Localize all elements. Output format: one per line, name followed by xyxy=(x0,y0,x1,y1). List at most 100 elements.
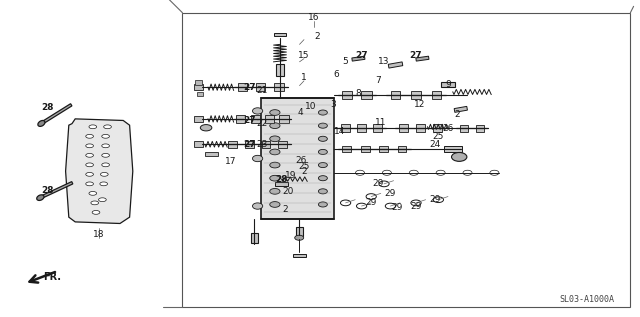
Ellipse shape xyxy=(102,163,109,167)
Bar xyxy=(262,141,270,148)
Text: 20: 20 xyxy=(282,187,294,196)
Text: 2: 2 xyxy=(455,110,460,119)
Ellipse shape xyxy=(38,120,45,126)
Bar xyxy=(275,83,284,91)
Ellipse shape xyxy=(436,170,445,175)
Bar xyxy=(251,115,260,123)
Ellipse shape xyxy=(319,123,328,128)
Bar xyxy=(251,233,259,243)
Bar xyxy=(275,33,285,36)
Bar xyxy=(380,146,388,152)
Ellipse shape xyxy=(319,176,328,181)
Ellipse shape xyxy=(200,125,212,131)
Ellipse shape xyxy=(91,201,99,205)
Text: 29: 29 xyxy=(429,195,441,204)
Bar xyxy=(361,91,372,99)
Polygon shape xyxy=(65,119,133,223)
Text: 8: 8 xyxy=(356,89,361,98)
Text: 9: 9 xyxy=(445,80,451,88)
Ellipse shape xyxy=(100,182,108,186)
Text: 29: 29 xyxy=(372,179,383,188)
Ellipse shape xyxy=(366,194,376,199)
Ellipse shape xyxy=(270,110,280,115)
Bar xyxy=(256,83,266,91)
Text: 6: 6 xyxy=(333,70,339,79)
Text: 3: 3 xyxy=(330,100,335,109)
Ellipse shape xyxy=(411,200,421,206)
Text: 16: 16 xyxy=(308,13,319,22)
Text: 23: 23 xyxy=(257,140,268,149)
Text: 27: 27 xyxy=(243,116,256,125)
Bar xyxy=(41,104,72,125)
Text: 5: 5 xyxy=(343,57,348,66)
Ellipse shape xyxy=(452,152,467,161)
Ellipse shape xyxy=(270,175,280,181)
Bar xyxy=(342,91,353,99)
Ellipse shape xyxy=(433,197,444,203)
Bar xyxy=(197,92,204,96)
Text: FR.: FR. xyxy=(44,272,61,282)
Ellipse shape xyxy=(319,149,328,154)
Bar xyxy=(275,182,288,186)
Text: 25: 25 xyxy=(433,132,444,141)
Text: 12: 12 xyxy=(413,100,425,109)
Ellipse shape xyxy=(86,163,93,167)
Text: 2: 2 xyxy=(314,32,319,41)
Text: 27: 27 xyxy=(355,51,368,60)
Ellipse shape xyxy=(89,125,97,129)
Bar xyxy=(205,152,218,156)
Text: 28: 28 xyxy=(42,103,54,112)
Bar xyxy=(236,115,245,123)
Ellipse shape xyxy=(100,172,108,176)
Text: 25: 25 xyxy=(298,162,310,171)
Ellipse shape xyxy=(270,162,280,168)
Ellipse shape xyxy=(104,125,111,129)
Text: 29: 29 xyxy=(391,203,403,212)
Bar xyxy=(357,125,366,133)
Text: 4: 4 xyxy=(298,108,303,117)
Ellipse shape xyxy=(385,203,396,209)
Ellipse shape xyxy=(99,198,106,202)
Text: 24: 24 xyxy=(429,140,441,149)
Bar xyxy=(352,56,365,61)
Bar xyxy=(416,56,429,61)
Bar xyxy=(261,98,335,219)
Bar xyxy=(433,125,442,133)
Text: 15: 15 xyxy=(298,51,310,60)
Bar xyxy=(278,141,287,148)
Bar xyxy=(454,107,467,112)
Ellipse shape xyxy=(102,134,109,138)
Bar xyxy=(444,146,462,152)
Text: 22: 22 xyxy=(257,119,268,128)
Ellipse shape xyxy=(319,136,328,141)
Text: 29: 29 xyxy=(385,189,396,198)
Bar xyxy=(460,125,468,132)
Ellipse shape xyxy=(319,110,328,115)
Text: 26: 26 xyxy=(442,124,454,133)
Bar xyxy=(391,91,401,99)
Ellipse shape xyxy=(295,235,304,240)
Bar xyxy=(388,62,403,68)
Text: 10: 10 xyxy=(305,102,316,111)
Ellipse shape xyxy=(86,182,93,186)
Ellipse shape xyxy=(253,203,263,209)
Ellipse shape xyxy=(102,153,109,157)
Bar xyxy=(194,141,203,147)
Ellipse shape xyxy=(270,149,280,155)
Text: 21: 21 xyxy=(257,86,268,95)
Ellipse shape xyxy=(92,210,100,214)
Ellipse shape xyxy=(270,189,280,194)
Bar xyxy=(342,146,351,152)
Bar xyxy=(296,227,303,236)
Bar xyxy=(373,125,382,133)
Bar xyxy=(431,91,441,99)
Text: 14: 14 xyxy=(333,127,345,136)
Bar xyxy=(412,91,420,99)
Text: 1: 1 xyxy=(301,73,307,82)
Text: 11: 11 xyxy=(375,118,387,126)
Ellipse shape xyxy=(379,181,389,187)
Bar xyxy=(194,116,203,122)
Text: 29: 29 xyxy=(365,198,377,207)
Bar xyxy=(416,125,426,133)
Ellipse shape xyxy=(86,144,93,148)
